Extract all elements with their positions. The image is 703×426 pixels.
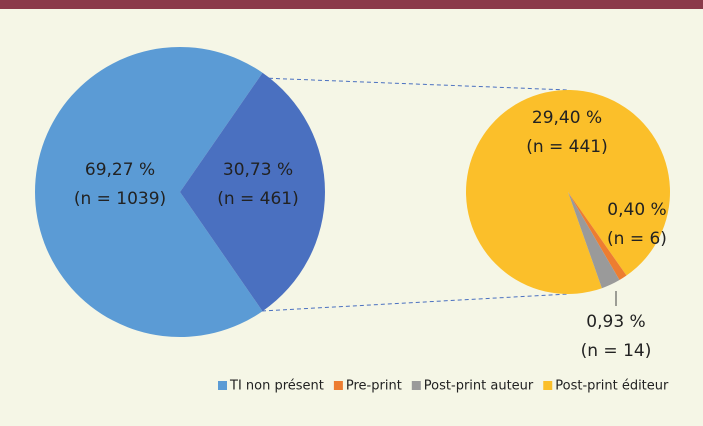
top-bar bbox=[0, 0, 703, 9]
connector bbox=[261, 293, 569, 312]
value-label: 69,27 % bbox=[85, 160, 155, 180]
value-label: 0,93 % bbox=[586, 312, 645, 332]
count-label: (n = 14) bbox=[581, 341, 652, 361]
pie-slice bbox=[466, 90, 671, 294]
legend-swatch bbox=[543, 381, 553, 390]
legend-label: Post-print éditeur bbox=[555, 379, 669, 394]
pie-slice bbox=[180, 72, 325, 312]
legend-label: TI non présent bbox=[229, 379, 324, 394]
value-label: 0,40 % bbox=[607, 200, 666, 220]
legend-swatch bbox=[333, 381, 343, 390]
legend-label: Pre-print bbox=[346, 379, 402, 394]
count-label: (n = 1039) bbox=[74, 189, 166, 209]
connector bbox=[261, 77, 569, 91]
pie-slice bbox=[568, 192, 627, 281]
legend-swatch bbox=[411, 381, 421, 390]
count-label: (n = 6) bbox=[607, 229, 667, 249]
value-label: 30,73 % bbox=[223, 160, 293, 180]
pie-slice bbox=[568, 192, 620, 289]
value-label: 29,40 % bbox=[532, 108, 602, 128]
legend-swatch bbox=[218, 381, 227, 390]
count-label: (n = 461) bbox=[217, 189, 299, 209]
pie-slice bbox=[34, 46, 263, 338]
count-label: (n = 441) bbox=[526, 137, 608, 157]
legend-label: Post-print auteur bbox=[424, 379, 534, 394]
